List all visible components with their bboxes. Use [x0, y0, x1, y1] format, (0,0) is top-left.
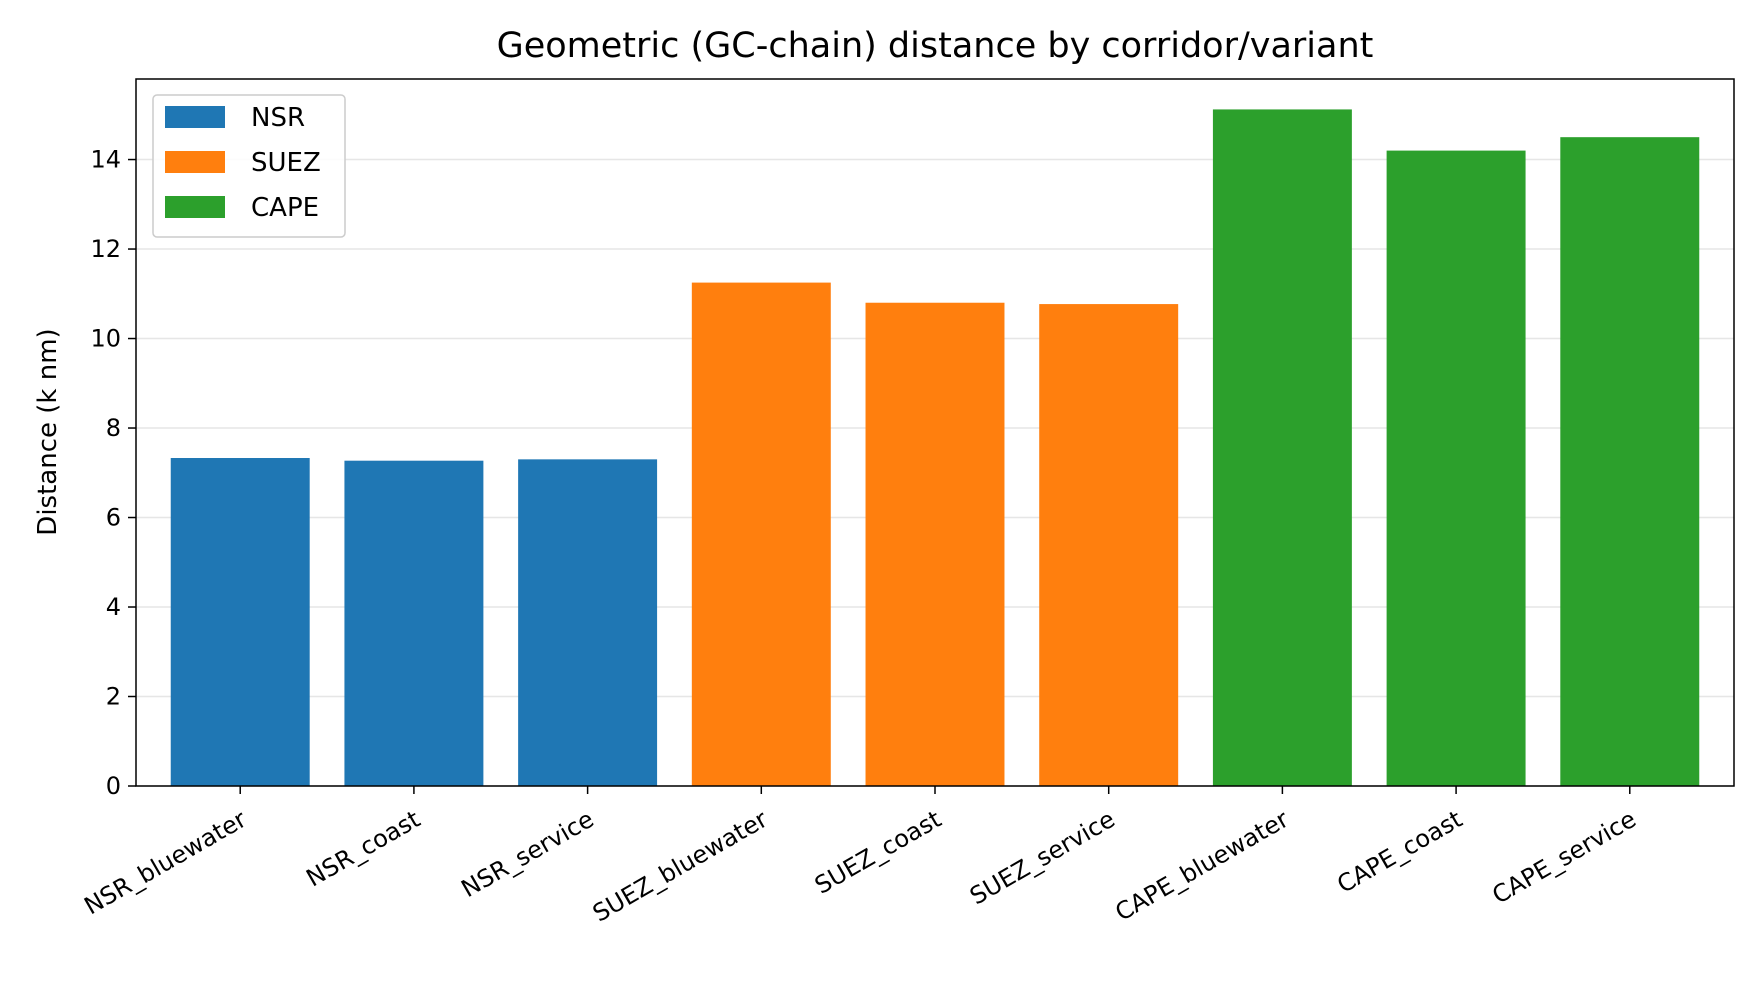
y-tick-label: 0 [106, 772, 121, 800]
y-tick-label: 8 [106, 414, 121, 442]
legend-label-nsr: NSR [251, 103, 305, 133]
x-tick-label: NSR_service [457, 805, 599, 903]
x-tick-label: SUEZ_service [965, 805, 1120, 910]
x-tick-label: CAPE_bluewater [1110, 805, 1293, 927]
x-tick-label: SUEZ_bluewater [588, 805, 772, 928]
x-axis: NSR_bluewater NSR_coast NSR_serviceSUEZ_bl… [79, 786, 1641, 928]
bar-cape-service [1560, 137, 1700, 786]
chart-title: Geometric (GC-chain) distance by corrido… [497, 26, 1374, 66]
bars [170, 109, 1700, 786]
legend-label-cape: CAPE [251, 193, 319, 223]
y-tick-label: 10 [90, 325, 121, 353]
legend-swatch-suez [165, 151, 225, 173]
bar-cape-bluewater [1212, 109, 1352, 786]
x-tick-label: SUEZ_coast [810, 805, 946, 900]
y-tick-label: 6 [106, 504, 121, 532]
y-tick-label: 4 [106, 593, 121, 621]
x-tick-label: CAPE_service [1488, 805, 1641, 910]
y-axis-label: Distance (k nm) [33, 328, 63, 535]
bar-nsr-coast [344, 460, 484, 786]
x-tick-label: NSR_coast [301, 805, 424, 892]
bar-nsr-service [518, 459, 658, 786]
y-tick-label: 14 [90, 146, 121, 174]
y-tick-label: 2 [106, 683, 121, 711]
bar-nsr-bluewater [170, 458, 310, 786]
bar-suez-service [1039, 304, 1179, 786]
legend: NSR SUEZ CAPE [152, 94, 346, 238]
x-tick-label: CAPE_coast [1332, 805, 1467, 899]
x-tick-label: NSR_bluewater [79, 805, 251, 920]
bar-cape-coast [1386, 150, 1526, 786]
bar-suez-coast [865, 302, 1005, 786]
legend-swatch-nsr [165, 106, 225, 128]
legend-label-suez: SUEZ [251, 148, 321, 178]
y-tick-label: 12 [90, 235, 121, 263]
legend-swatch-cape [165, 196, 225, 218]
y-axis: 0 2 4 6 8 10 12 14 [90, 146, 136, 800]
bar-suez-bluewater [691, 282, 831, 786]
